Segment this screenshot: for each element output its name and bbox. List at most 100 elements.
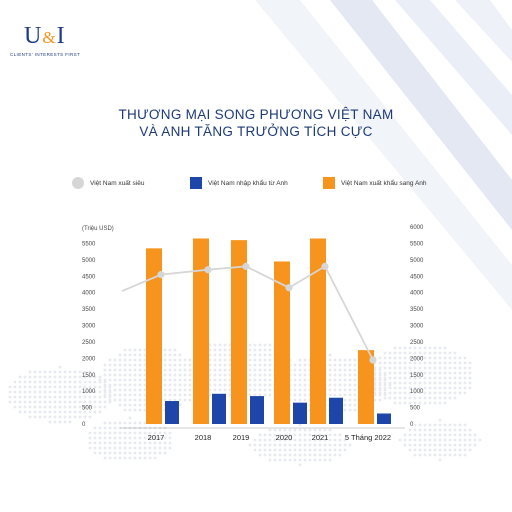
map-dot <box>298 378 302 382</box>
map-dot <box>168 441 172 445</box>
surplus-point <box>157 271 165 279</box>
x-category-label: 5 Tháng 2022 <box>345 433 391 442</box>
map-dot <box>348 398 352 402</box>
map-dot <box>438 448 442 452</box>
map-dot <box>58 375 62 379</box>
map-dot <box>48 420 52 424</box>
map-dot <box>338 393 342 397</box>
map-dot <box>88 395 92 399</box>
map-dot <box>378 366 382 370</box>
map-dot <box>53 410 57 414</box>
map-dot <box>418 341 422 345</box>
map-dot <box>258 388 262 392</box>
map-dot <box>33 375 37 379</box>
map-dot <box>73 410 77 414</box>
map-dot <box>458 356 462 360</box>
map-dot <box>73 390 77 394</box>
map-dot <box>253 343 257 347</box>
map-dot <box>103 405 107 409</box>
map-dot <box>438 423 442 427</box>
map-dot <box>258 378 262 382</box>
map-dot <box>268 348 272 352</box>
map-dot <box>158 436 162 440</box>
map-dot <box>153 441 157 445</box>
map-dot <box>418 381 422 385</box>
map-dot <box>108 383 112 387</box>
map-dot <box>323 448 327 452</box>
map-dot <box>83 405 87 409</box>
map-dot <box>343 388 347 392</box>
map-dot <box>33 415 37 419</box>
map-dot <box>118 388 122 392</box>
map-dot <box>413 423 417 427</box>
map-dot <box>473 433 477 437</box>
map-dot <box>173 353 177 357</box>
map-dot <box>428 401 432 405</box>
map-dot <box>53 415 57 419</box>
map-dot <box>333 448 337 452</box>
map-dot <box>343 368 347 372</box>
map-dot <box>348 393 352 397</box>
map-dot <box>158 451 162 455</box>
map-dot <box>413 361 417 365</box>
map-dot <box>138 393 142 397</box>
map-dot <box>218 343 222 347</box>
map-dot <box>173 398 177 402</box>
x-category-label: 2018 <box>195 433 212 442</box>
map-dot <box>338 388 342 392</box>
map-dot <box>298 373 302 377</box>
map-dot <box>398 376 402 380</box>
map-dot <box>58 395 62 399</box>
map-dot <box>148 446 152 450</box>
map-dot <box>108 421 112 425</box>
map-dot <box>438 346 442 350</box>
map-dot <box>433 438 437 442</box>
map-dot <box>268 388 272 392</box>
map-dot <box>338 368 342 372</box>
map-dot <box>43 375 47 379</box>
map-dot <box>463 428 467 432</box>
map-dot <box>23 400 27 404</box>
map-dot <box>103 426 107 430</box>
map-dot <box>343 358 347 362</box>
map-dot <box>123 383 127 387</box>
map-dot <box>63 380 67 384</box>
map-dot <box>98 400 102 404</box>
map-dot <box>413 371 417 375</box>
map-dot <box>383 391 387 395</box>
map-dot <box>128 436 132 440</box>
map-dot <box>8 390 12 394</box>
map-dot <box>213 378 217 382</box>
map-dot <box>378 368 382 372</box>
chart-title-line-2: VÀ ANH TĂNG TRƯỞNG TÍCH CỰC <box>139 124 373 139</box>
map-dot <box>63 420 67 424</box>
map-dot <box>323 458 327 462</box>
map-dot <box>113 398 117 402</box>
map-dot <box>293 378 297 382</box>
map-dot <box>443 433 447 437</box>
map-dot <box>88 405 92 409</box>
map-dot <box>128 431 132 435</box>
y-tick-label-right: 4000 <box>410 291 424 297</box>
map-dot <box>173 368 177 372</box>
map-dot <box>78 370 82 374</box>
map-dot <box>118 363 122 367</box>
map-dot <box>348 383 352 387</box>
map-dot <box>408 366 412 370</box>
map-dot <box>108 426 112 430</box>
map-dot <box>303 363 307 367</box>
map-dot <box>98 431 102 435</box>
map-dot <box>378 386 382 390</box>
map-dot <box>413 428 417 432</box>
map-dot <box>163 348 167 352</box>
map-dot <box>293 438 297 442</box>
legend-label-import: Việt Nam nhập khẩu từ Anh <box>208 179 288 187</box>
map-dot <box>173 383 177 387</box>
map-dot <box>273 428 277 432</box>
map-dot <box>458 428 462 432</box>
map-dot <box>48 405 52 409</box>
map-dot <box>333 388 337 392</box>
map-dot <box>168 358 172 362</box>
map-dot <box>458 371 462 375</box>
map-dot <box>353 368 357 372</box>
